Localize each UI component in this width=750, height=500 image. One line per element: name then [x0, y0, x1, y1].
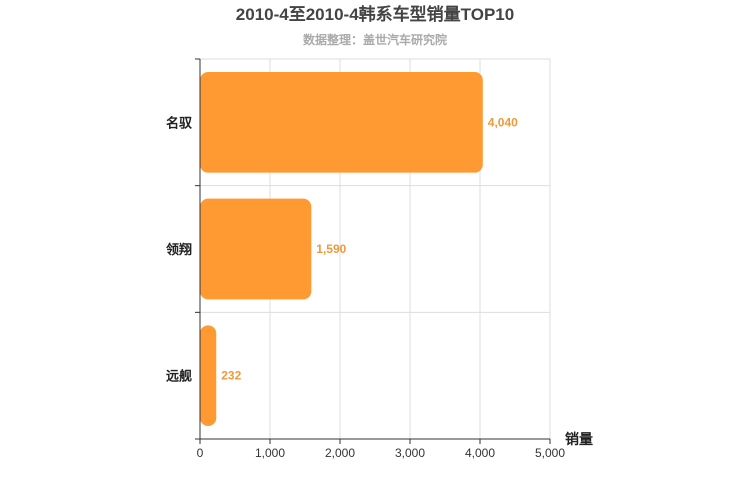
labels: 0 1,000 2,000 3,000 4,000 5,000 4,040 名驭 1,590 领翔…: [166, 115, 565, 460]
chart-subtitle: 数据整理：盖世汽车研究院: [303, 32, 447, 47]
x-axis-title: 销量: [565, 431, 593, 447]
x-tick-label: 5,000: [535, 446, 565, 460]
bar-value-label: 1,590: [316, 242, 346, 256]
x-tick-label: 4,000: [465, 446, 495, 460]
x-tick-label: 1,000: [255, 446, 285, 460]
bar: [200, 72, 483, 173]
bar-value-label: 4,040: [488, 115, 518, 129]
bar-value-label: 232: [221, 369, 241, 383]
category-label: 远舰: [166, 369, 192, 384]
category-label: 名驭: [166, 115, 193, 130]
bars: [200, 72, 483, 426]
x-tick-label: 3,000: [395, 446, 425, 460]
chart-title: 2010-4至2010-4韩系车型销量TOP10: [236, 4, 514, 24]
x-tick-label: 0: [197, 446, 204, 460]
category-label: 领翔: [166, 242, 192, 257]
axes: [195, 58, 551, 444]
bar: [200, 325, 217, 426]
bar: [200, 198, 312, 300]
x-tick-label: 2,000: [325, 446, 355, 460]
